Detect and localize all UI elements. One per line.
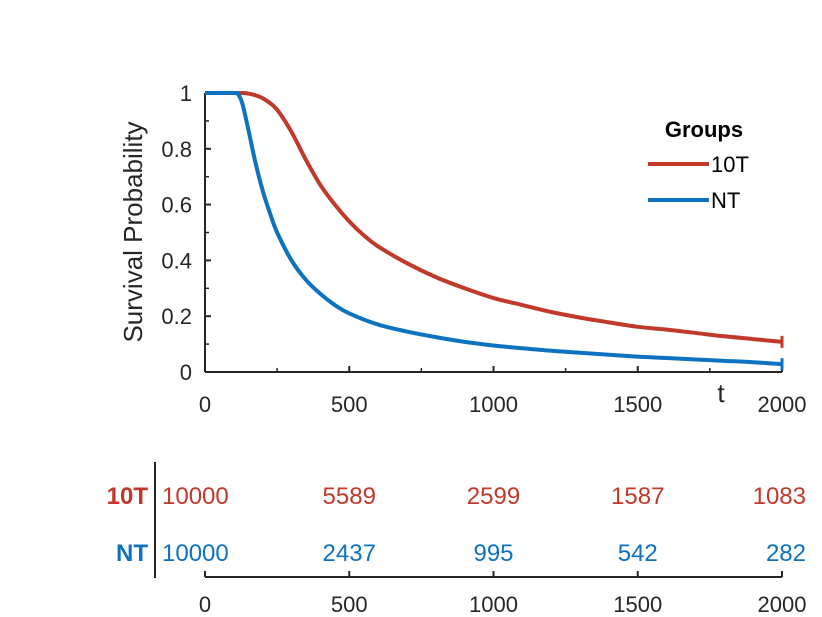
x-tick-label: 1500 <box>613 392 662 417</box>
legend-label-10t: 10T <box>711 152 749 177</box>
y-tick-label: 0.4 <box>161 248 192 273</box>
y-tick-label: 0.6 <box>161 193 192 218</box>
y-axis-label: Survival Probability <box>118 121 148 342</box>
risk-count: 1587 <box>611 483 664 510</box>
legend-title: Groups <box>665 117 743 142</box>
risk-count: 10000 <box>162 540 229 567</box>
y-ticks: 0 0.2 0.4 0.6 0.8 1 <box>161 81 211 385</box>
x-tick-label: 500 <box>331 392 368 417</box>
y-tick-label: 0.8 <box>161 137 192 162</box>
x-ticks: 0 500 1000 1500 2000 <box>199 366 807 417</box>
risk-axis-tick-label: 2000 <box>758 592 807 617</box>
risk-count: 1083 <box>753 483 806 510</box>
y-tick-label: 1 <box>180 81 192 106</box>
risk-count: 542 <box>618 540 658 567</box>
x-axis-label: t <box>717 378 725 408</box>
risk-axis-tick-label: 500 <box>331 592 368 617</box>
y-tick-label: 0 <box>180 360 192 385</box>
series-line-10t <box>204 90 783 344</box>
risk-group-label-nt: NT <box>116 540 148 567</box>
risk-axis-tick-label: 0 <box>199 592 211 617</box>
y-tick-label: 0.2 <box>161 304 192 329</box>
series-group <box>204 90 784 371</box>
series-line-nt <box>204 90 783 367</box>
x-tick-label: 2000 <box>758 392 807 417</box>
risk-axis-tick-label: 1000 <box>469 592 518 617</box>
risk-count: 2437 <box>323 540 376 567</box>
risk-count: 995 <box>473 540 513 567</box>
risk-axis-tick-label: 1500 <box>613 592 662 617</box>
risk-group-label-10t: 10T <box>107 483 149 510</box>
risk-count: 10000 <box>162 483 229 510</box>
risk-count: 2599 <box>467 483 520 510</box>
risk-count: 282 <box>766 540 806 567</box>
legend: Groups 10T NT <box>648 117 749 213</box>
x-tick-label: 0 <box>199 392 211 417</box>
risk-count: 5589 <box>323 483 376 510</box>
legend-label-nt: NT <box>711 188 740 213</box>
x-tick-label: 1000 <box>469 392 518 417</box>
